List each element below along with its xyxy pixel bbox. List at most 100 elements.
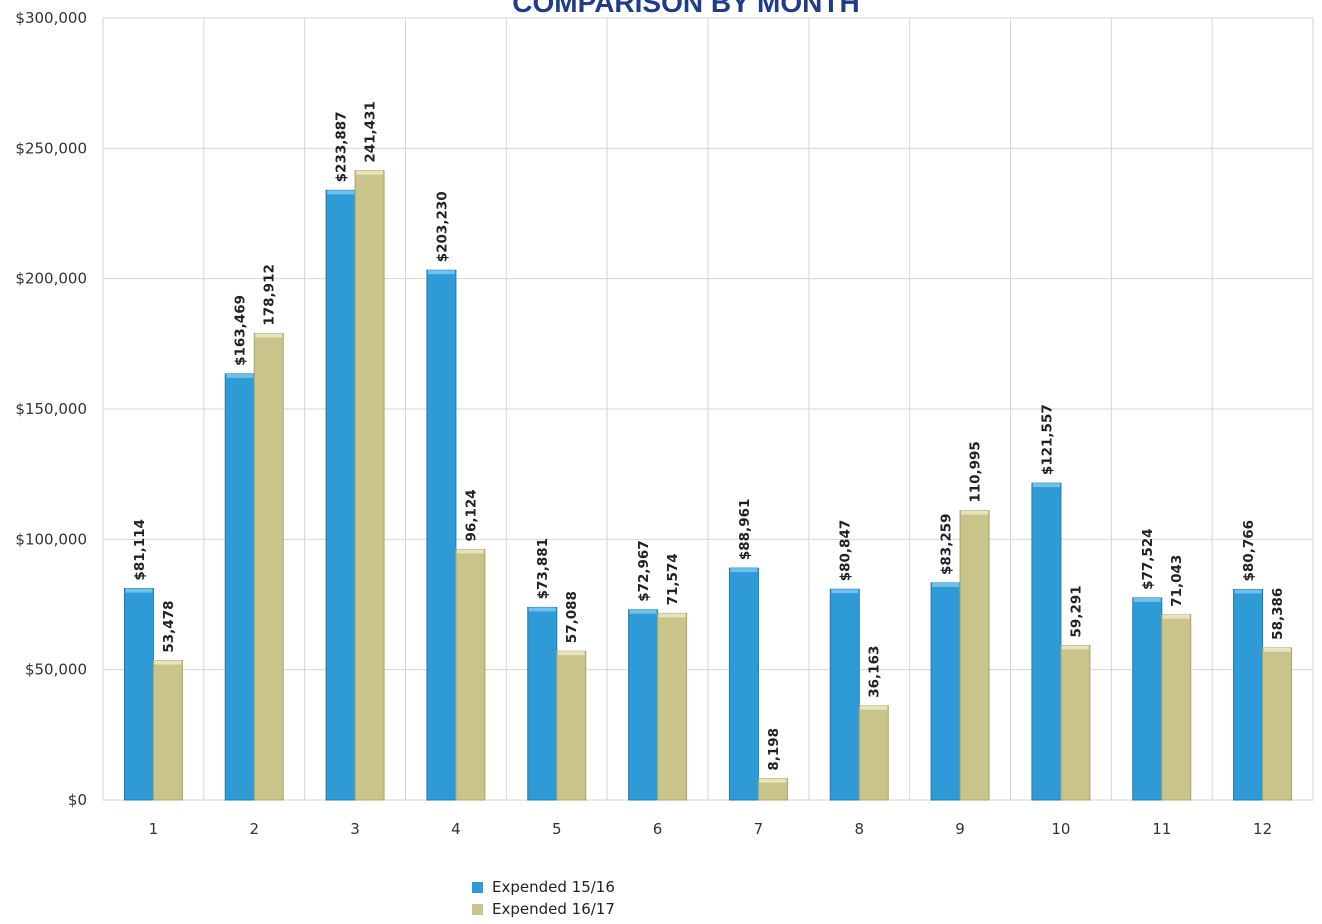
data-label-series-2: 241,431	[363, 101, 379, 163]
bar-series-2[interactable]	[354, 170, 385, 801]
y-tick-label: $250,000	[15, 139, 87, 157]
bar-series-1[interactable]	[1233, 588, 1264, 801]
bars	[123, 170, 1293, 801]
data-label-series-2: 71,574	[665, 553, 681, 605]
bar-cap	[557, 651, 585, 656]
y-tick-label: $100,000	[15, 530, 87, 548]
data-label-series-1: $72,967	[636, 540, 652, 602]
data-label-series-2: 8,198	[766, 728, 782, 771]
data-label-series-2: 59,291	[1068, 585, 1084, 637]
legend: Expended 15/16 Expended 16/17	[472, 876, 615, 920]
bar-cap	[528, 607, 556, 612]
bar-cap	[1133, 597, 1161, 602]
data-label-series-2: 71,043	[1169, 555, 1185, 607]
y-tick-label: $200,000	[15, 270, 87, 288]
bar-series-2[interactable]	[959, 510, 990, 801]
bar-cap	[658, 613, 686, 618]
data-label-series-1: $203,230	[434, 191, 450, 262]
bar-series-2[interactable]	[657, 612, 688, 801]
x-tick-label: 12	[1253, 820, 1272, 838]
bar-cap	[831, 589, 859, 594]
legend-label-series-1: Expended 15/16	[492, 878, 615, 896]
legend-swatch-series-2	[472, 903, 483, 915]
bar-cap	[860, 705, 888, 710]
bar-series-1[interactable]	[224, 373, 255, 801]
chart-title: COMPARISON BY MONTH	[512, 0, 859, 18]
legend-label-series-2: Expended 16/17	[492, 900, 615, 918]
bar-cap	[226, 373, 254, 378]
x-tick-label: 4	[451, 820, 461, 838]
bar-series-1[interactable]	[325, 189, 356, 801]
data-label-series-1: $233,887	[334, 111, 350, 182]
y-tick-label: $300,000	[15, 9, 87, 27]
bar-series-1[interactable]	[426, 269, 457, 801]
data-label-series-1: $83,259	[939, 513, 955, 575]
data-label-series-1: $121,557	[1039, 404, 1055, 475]
data-label-series-2: 178,912	[262, 264, 278, 326]
bar-series-1[interactable]	[930, 582, 961, 801]
x-tick-label: 1	[149, 820, 159, 838]
y-tick-label: $50,000	[25, 661, 87, 679]
legend-item-series-1[interactable]: Expended 15/16	[472, 876, 615, 898]
bar-series-1[interactable]	[1031, 482, 1062, 801]
data-label-series-2: 96,124	[463, 489, 479, 541]
bar-cap	[730, 568, 758, 573]
data-label-series-1: $80,766	[1241, 520, 1257, 582]
x-axis: 1 2 3 4 5 6 7 8 9 10 11 12	[149, 820, 1272, 838]
bar-cap	[629, 609, 657, 614]
data-label-series-2: 36,163	[867, 646, 883, 698]
x-tick-label: 9	[955, 820, 965, 838]
bar-cap	[759, 778, 787, 783]
y-tick-label: $150,000	[15, 400, 87, 418]
data-label-series-1: $81,114	[132, 519, 148, 581]
bar-cap	[125, 588, 153, 593]
data-label-series-1: $77,524	[1140, 528, 1156, 590]
bar-series-1[interactable]	[123, 588, 154, 801]
bar-series-2[interactable]	[1262, 647, 1293, 801]
x-tick-label: 7	[754, 820, 764, 838]
bar-series-1[interactable]	[728, 567, 759, 801]
x-tick-label: 3	[350, 820, 360, 838]
data-label-series-2: 110,995	[968, 441, 984, 502]
bar-cap	[1162, 614, 1190, 619]
bar-series-2[interactable]	[1161, 614, 1192, 801]
x-tick-label: 8	[854, 820, 864, 838]
x-tick-label: 5	[552, 820, 562, 838]
bar-cap	[961, 510, 989, 515]
data-label-series-1: $73,881	[535, 538, 551, 600]
data-label-series-2: 57,088	[564, 591, 580, 643]
data-label-series-1: $88,961	[737, 499, 753, 561]
bar-cap	[1263, 647, 1291, 652]
data-label-series-2: 53,478	[161, 600, 177, 652]
x-tick-label: 6	[653, 820, 663, 838]
data-labels: $81,114 53,478 $163,469 178,912 $233,887 241,…	[132, 101, 1286, 770]
y-axis: $0 $50,000 $100,000 $150,000 $200,000 $250,00…	[15, 9, 87, 809]
bar-cap	[1234, 589, 1262, 594]
bar-series-2[interactable]	[253, 333, 284, 801]
bar-series-1[interactable]	[1132, 597, 1163, 801]
bar-cap	[427, 270, 455, 275]
bar-cap	[1032, 483, 1060, 488]
legend-swatch-series-1	[472, 881, 483, 893]
bar-series-1[interactable]	[628, 609, 659, 801]
bar-cap	[1061, 645, 1089, 650]
x-tick-label: 11	[1152, 820, 1171, 838]
bar-cap	[154, 660, 182, 665]
bar-cap	[932, 582, 960, 587]
data-label-series-1: $163,469	[233, 295, 249, 366]
x-tick-label: 10	[1051, 820, 1070, 838]
bar-series-1[interactable]	[527, 606, 558, 801]
bar-series-2[interactable]	[455, 548, 486, 801]
data-label-series-2: 58,386	[1270, 588, 1286, 640]
bar-cap	[255, 333, 283, 338]
bar-series-2[interactable]	[1060, 644, 1091, 801]
bar-series-2[interactable]	[858, 705, 889, 801]
legend-item-series-2[interactable]: Expended 16/17	[472, 898, 615, 920]
bar-series-1[interactable]	[829, 588, 860, 801]
x-tick-label: 2	[249, 820, 259, 838]
bar-series-2[interactable]	[152, 660, 183, 801]
bar-series-2[interactable]	[556, 650, 587, 801]
bar-cap	[327, 190, 355, 195]
data-label-series-1: $80,847	[838, 520, 854, 582]
